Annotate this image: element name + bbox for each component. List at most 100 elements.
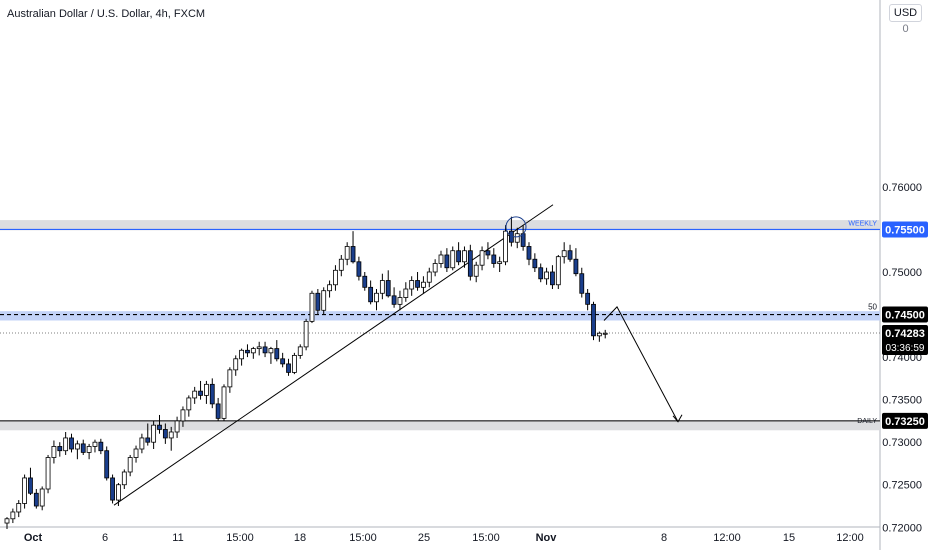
candle-body [397, 297, 403, 305]
price-tick-label: 0.72500 [882, 480, 922, 492]
candle-body [409, 280, 415, 290]
candle-body [80, 443, 86, 453]
candle-body [139, 437, 145, 450]
candle-body [127, 457, 133, 473]
candle-body [215, 403, 221, 419]
chart-title: Australian Dollar / U.S. Dollar, 4h, FXC… [7, 8, 206, 20]
price-tick-label: 0.75000 [882, 267, 922, 279]
candle-body [192, 390, 198, 399]
time-tick-label: Oct [24, 532, 43, 544]
candle-body [491, 254, 497, 264]
candle-body [444, 254, 450, 269]
fifty-label: 50 [868, 303, 877, 312]
candle-body [315, 292, 321, 311]
candle-body [86, 446, 92, 453]
candle-body [362, 275, 368, 288]
fifty-price-label: 0.74500 [885, 310, 925, 322]
candle-body [69, 437, 74, 450]
candle-body [385, 280, 391, 297]
candle-body [22, 477, 27, 504]
candle-body [309, 292, 315, 322]
last-price-countdown: 03:36:59 [886, 343, 925, 354]
weekly-label: WEEKLY [848, 220, 877, 227]
candle-body [391, 295, 397, 305]
candle-body [344, 246, 350, 260]
candle-body [368, 286, 374, 303]
daily-price-label-bg [882, 412, 928, 429]
candle-body [538, 267, 544, 280]
price-tick-label: 0.73000 [882, 437, 922, 449]
time-tick-label: 15 [783, 532, 795, 544]
candle-body [151, 424, 157, 443]
candle-body [291, 354, 297, 373]
candle-body [591, 303, 596, 337]
candle-body [350, 246, 356, 263]
candle-body [174, 420, 180, 433]
candle-body [327, 284, 332, 292]
currency-button[interactable]: USD 0 [889, 4, 922, 35]
candle-body [526, 246, 532, 260]
fifty-zone [0, 311, 880, 321]
candle-body [303, 320, 309, 348]
time-tick-label: 6 [102, 532, 108, 544]
candle-body [245, 349, 250, 354]
trendline [113, 204, 554, 506]
candle-body [51, 446, 57, 458]
price-tick-label: 0.72000 [882, 522, 922, 534]
candle-body [438, 254, 444, 264]
time-tick-label: 15:00 [349, 532, 377, 544]
candle-body [39, 488, 45, 507]
candle-body [497, 261, 503, 264]
candle-body [555, 256, 561, 286]
time-tick-label: 8 [661, 532, 667, 544]
candle-body [133, 448, 139, 458]
candle-body [450, 250, 456, 269]
candle-body [426, 271, 432, 283]
price-tick-label: 0.74000 [882, 352, 922, 364]
currency-label: USD [893, 7, 918, 19]
candle-body [602, 332, 608, 335]
candle-body [473, 264, 479, 277]
candles-group [4, 216, 608, 529]
candle-body [63, 437, 69, 452]
last-price-label: 0.74283 [885, 328, 925, 340]
weekly-zone [0, 220, 880, 231]
candle-body [503, 230, 508, 263]
candle-body [121, 471, 127, 486]
candle-body [227, 369, 233, 388]
candle-body [57, 446, 63, 452]
time-tick-label: 15:00 [472, 532, 500, 544]
candle-body [268, 348, 274, 354]
candle-body [333, 269, 338, 286]
candle-body [467, 250, 473, 277]
candle-body [514, 233, 520, 243]
time-tick-label: 25 [418, 532, 430, 544]
candle-body [116, 484, 121, 501]
candle-body [45, 457, 51, 490]
candle-body [532, 258, 538, 269]
time-tick-label: 11 [172, 532, 183, 544]
candle-body [274, 348, 280, 360]
daily-label: DAILY [857, 418, 877, 425]
candle-body [110, 477, 115, 501]
candle-body [596, 332, 602, 337]
weekly-price-label-bg [882, 221, 928, 238]
price-tick-label: 0.73500 [882, 395, 922, 407]
price-tick-label: 0.76000 [882, 182, 922, 194]
last-price-label-bg [882, 325, 928, 356]
candle-body [579, 273, 585, 294]
candle-body [28, 477, 33, 494]
candle-body [233, 358, 239, 371]
candle-body [379, 280, 385, 294]
candle-body [280, 358, 286, 365]
candle-body [262, 346, 268, 354]
time-tick-label: 18 [294, 532, 306, 544]
candle-body [567, 250, 573, 260]
daily-zone [0, 420, 880, 431]
candle-body [10, 511, 16, 520]
candle-body [256, 346, 262, 349]
time-tick-label: 12:00 [713, 532, 741, 544]
candle-body [421, 281, 426, 288]
fifty-price-label-bg [882, 306, 928, 323]
